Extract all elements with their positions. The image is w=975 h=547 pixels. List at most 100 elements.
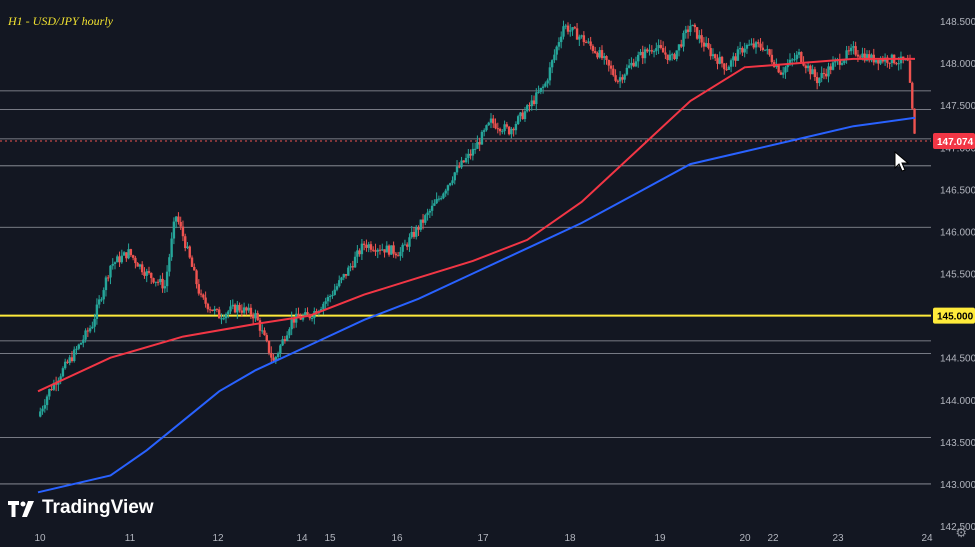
candle-body: [206, 303, 210, 310]
candle-body: [523, 111, 527, 120]
candle-body: [616, 80, 620, 82]
candle-body: [86, 330, 90, 332]
candle-body: [600, 50, 604, 59]
candle-body: [193, 266, 196, 271]
candle-body: [661, 47, 665, 53]
candle-body: [233, 304, 237, 313]
candle-body: [555, 46, 558, 55]
candle-body: [820, 72, 823, 79]
candle-body: [770, 54, 774, 63]
last-price-box: [933, 133, 975, 150]
candle-body: [174, 216, 178, 222]
candle-body: [304, 312, 307, 316]
candle-body: [702, 42, 706, 47]
candle-body: [131, 255, 135, 258]
cursor-icon: [894, 150, 910, 172]
candle-body: [516, 116, 520, 125]
candle-body: [421, 219, 425, 223]
candle-body: [899, 56, 903, 64]
candle-body: [646, 49, 649, 52]
candle-body: [535, 92, 538, 104]
candle-body: [274, 357, 278, 361]
last-price-label: 147.074: [937, 137, 974, 148]
gear-icon[interactable]: ⚙: [955, 525, 967, 540]
candle-body: [460, 160, 463, 168]
candle-body: [467, 153, 470, 158]
candle-body: [734, 56, 737, 61]
candle-body: [383, 249, 386, 253]
candle-body: [614, 75, 617, 81]
candle-body: [655, 48, 658, 52]
candle-body: [224, 314, 228, 319]
x-tick-label: 19: [654, 533, 666, 544]
candle-body: [394, 253, 398, 256]
chart-title: H1 - USD/JPY hourly: [8, 14, 113, 28]
x-tick-label: 14: [296, 533, 308, 544]
candle-body: [849, 47, 853, 52]
candle-body: [59, 376, 62, 381]
candle-body: [845, 50, 848, 60]
candle-body: [61, 368, 65, 377]
candle-body: [843, 59, 846, 64]
candle-body: [870, 54, 873, 61]
time-axis[interactable]: 10 11 12 14 15 16 17 18 19 20 22 23 24: [0, 526, 933, 547]
candle-body: [238, 304, 241, 311]
candle-body: [471, 148, 475, 156]
candle-body: [811, 69, 814, 75]
candle-body: [752, 43, 755, 48]
candle-body: [462, 160, 466, 163]
candle-body: [272, 357, 275, 361]
candle-body: [120, 255, 124, 263]
candle-body: [483, 130, 486, 132]
candle-body: [818, 78, 821, 84]
candle-body: [492, 118, 495, 124]
candle-body: [68, 357, 71, 363]
candle-body: [267, 340, 271, 353]
candle-body: [444, 190, 447, 194]
candle-body: [236, 304, 239, 313]
candle-body: [854, 46, 857, 55]
y-tick-label: 146.000: [940, 227, 975, 238]
candle-body: [480, 131, 484, 145]
price-axis[interactable]: 142.500 143.000 143.500 144.000 144.500 145.0…: [931, 0, 975, 547]
candle-body: [881, 58, 885, 62]
candle-body: [682, 33, 685, 47]
candle-body: [403, 244, 407, 246]
candle-body: [532, 100, 536, 104]
candle-body: [356, 250, 359, 257]
candle-body: [786, 64, 789, 68]
candle-body: [886, 57, 889, 63]
candle-body: [165, 271, 169, 287]
candle-body: [711, 54, 715, 57]
candle-body: [861, 53, 864, 58]
candle-body: [156, 281, 160, 283]
candle-body: [227, 311, 230, 315]
candle-body: [757, 42, 760, 44]
time-axis-background: [0, 526, 931, 547]
candle-body: [659, 45, 663, 48]
candle-body: [360, 243, 364, 255]
candle-body: [405, 244, 409, 247]
candle-body: [251, 315, 255, 319]
candle-body: [498, 128, 502, 132]
candle-body: [641, 51, 644, 59]
candle-body: [550, 60, 554, 68]
candle-body: [827, 66, 830, 77]
candle-body: [381, 249, 384, 251]
candle-body: [288, 329, 291, 336]
candle-body: [93, 318, 96, 327]
candle-body: [766, 49, 769, 51]
candle-body: [609, 65, 613, 69]
candle-body: [759, 43, 762, 48]
candle-body: [263, 330, 266, 336]
candle-body: [50, 389, 53, 391]
candle-body: [324, 301, 327, 304]
ma-fast-line: [37, 57, 915, 393]
candle-body: [643, 49, 647, 59]
candle-body: [331, 294, 334, 296]
candle-body: [865, 54, 869, 61]
candle-body: [297, 313, 300, 318]
candle-body: [578, 36, 581, 40]
candle-body: [127, 249, 130, 259]
